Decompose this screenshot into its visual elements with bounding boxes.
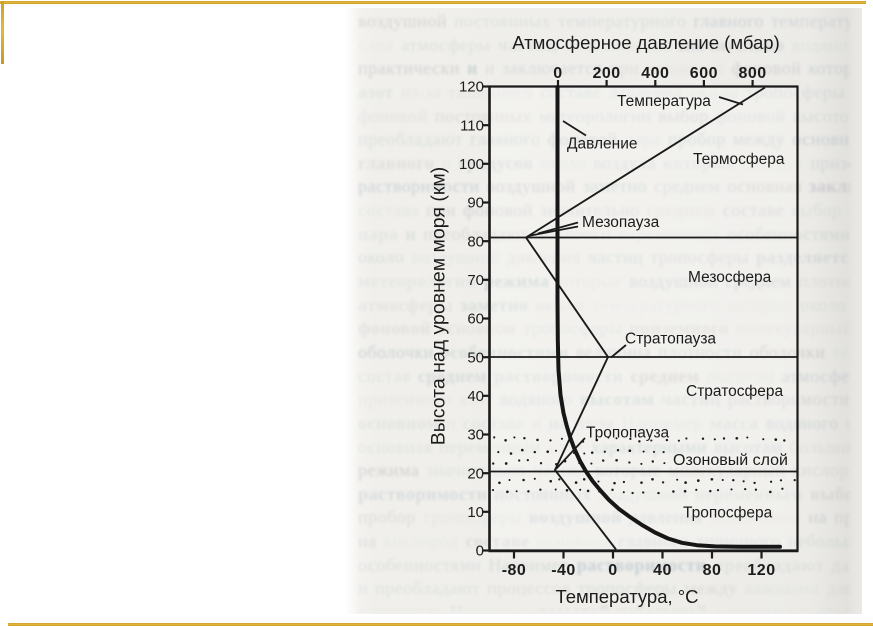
svg-text:80: 80 [703, 562, 722, 579]
svg-text:Высота над уровнем моря (км): Высота над уровнем моря (км) [428, 167, 450, 446]
svg-text:Стратосфера: Стратосфера [686, 383, 783, 400]
svg-text:-80: -80 [502, 562, 527, 579]
svg-text:120: 120 [747, 562, 775, 579]
svg-text:Атмосферное давление (мбар): Атмосферное давление (мбар) [512, 32, 780, 53]
svg-text:Тропопауза: Тропопауза [586, 425, 670, 442]
svg-text:800: 800 [738, 65, 766, 82]
svg-text:Температура, °C: Температура, °C [555, 586, 698, 607]
svg-text:Давление: Давление [567, 136, 638, 153]
svg-text:120: 120 [459, 79, 484, 96]
svg-text:Мезосфера: Мезосфера [688, 269, 772, 286]
svg-text:200: 200 [592, 65, 620, 82]
svg-text:0: 0 [608, 562, 617, 579]
svg-text:Мезопауза: Мезопауза [582, 214, 660, 231]
svg-text:10: 10 [467, 504, 484, 521]
svg-text:0: 0 [553, 65, 562, 82]
svg-text:20: 20 [467, 465, 484, 482]
svg-text:110: 110 [460, 117, 484, 134]
svg-text:70: 70 [467, 272, 484, 289]
svg-text:Термосфера: Термосфера [693, 151, 785, 168]
svg-text:60: 60 [467, 311, 484, 328]
svg-text:Температура: Температура [617, 93, 711, 110]
svg-text:40: 40 [653, 562, 672, 579]
svg-text:50: 50 [467, 349, 484, 366]
svg-text:30: 30 [467, 427, 484, 444]
svg-text:Тропосфера: Тропосфера [683, 505, 773, 522]
svg-text:80: 80 [467, 233, 484, 250]
svg-text:Стратопауза: Стратопауза [625, 331, 716, 348]
svg-text:-40: -40 [551, 562, 576, 579]
svg-text:400: 400 [641, 65, 669, 82]
svg-text:600: 600 [690, 65, 718, 82]
svg-text:Озоновый слой: Озоновый слой [673, 452, 788, 469]
svg-text:90: 90 [467, 195, 484, 212]
svg-text:100: 100 [459, 156, 484, 173]
svg-text:0: 0 [476, 543, 484, 560]
svg-text:40: 40 [467, 388, 484, 405]
